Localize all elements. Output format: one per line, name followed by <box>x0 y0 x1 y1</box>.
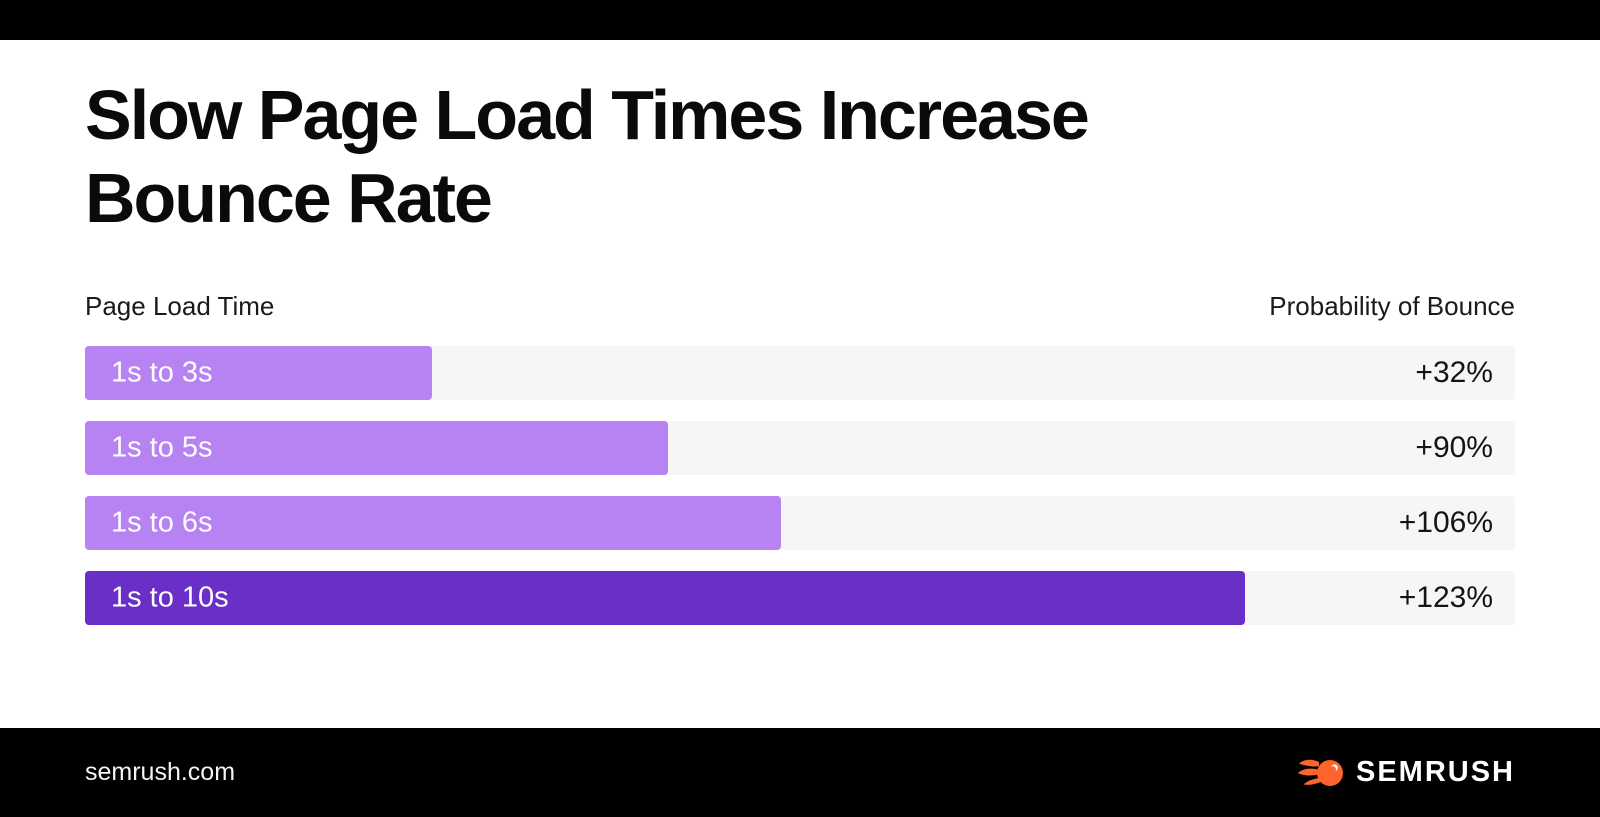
semrush-flame-icon <box>1297 759 1343 786</box>
footer-black-band: semrush.com SEMRUSH <box>0 728 1600 817</box>
bar-fill <box>85 421 669 476</box>
bar-label: 1s to 10s <box>111 581 229 614</box>
bar-value: +90% <box>1415 431 1493 465</box>
page-title-line-2: Bounce Rate <box>85 158 493 237</box>
bar-chart: 1s to 3s +32% 1s to 5s +90% 1s to 6s +10… <box>85 346 1515 626</box>
bar-fill <box>85 496 782 551</box>
bar-fill <box>85 346 433 401</box>
bar-label: 1s to 3s <box>111 356 213 389</box>
page-title: Slow Page Load Times Increase Bounce Rat… <box>85 74 1515 239</box>
bar-label: 1s to 5s <box>111 431 213 464</box>
bar-value: +106% <box>1398 506 1493 540</box>
column-header-page-load-time: Page Load Time <box>85 291 275 322</box>
bar-row-1s-to-3s: 1s to 3s +32% <box>85 346 1515 401</box>
semrush-site-link[interactable]: semrush.com <box>85 758 236 786</box>
infographic-body: Slow Page Load Times Increase Bounce Rat… <box>0 74 1600 626</box>
page-title-line-1: Slow Page Load Times Increase <box>85 76 1090 154</box>
top-black-band <box>0 0 1600 40</box>
bar-row-1s-to-5s: 1s to 5s +90% <box>85 421 1515 476</box>
bar-fill <box>85 571 1245 626</box>
bar-row-1s-to-6s: 1s to 6s +106% <box>85 496 1515 551</box>
bar-label: 1s to 6s <box>111 506 213 539</box>
bar-row-1s-to-10s: 1s to 10s +123% <box>85 571 1515 626</box>
semrush-brand: SEMRUSH <box>1297 756 1515 789</box>
bar-value: +123% <box>1398 581 1493 615</box>
column-headers: Page Load Time Probability of Bounce <box>85 291 1515 322</box>
bar-value: +32% <box>1415 356 1493 390</box>
semrush-wordmark: SEMRUSH <box>1355 756 1515 788</box>
column-header-probability-of-bounce: Probability of Bounce <box>1269 291 1515 322</box>
